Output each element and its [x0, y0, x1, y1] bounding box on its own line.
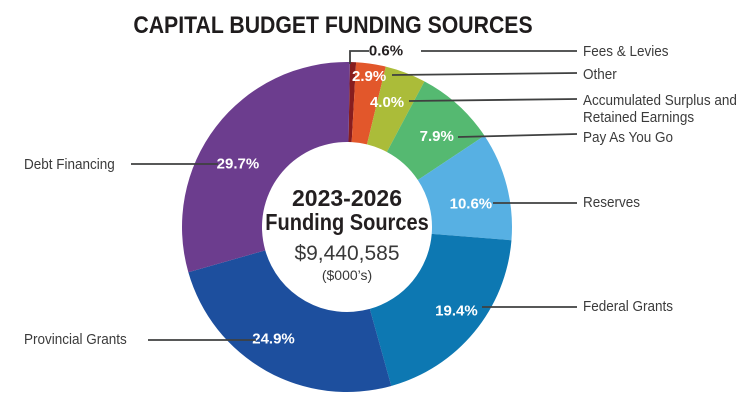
percent-label-debt-financing: 29.7% [217, 155, 260, 172]
callout-label-pay-as-you-go: Pay As You Go [583, 129, 674, 146]
callout-label-provincial-grants: Provincial Grants [24, 331, 127, 348]
donut-segment-fees-levies [348, 62, 357, 143]
donut-segment-other [351, 62, 386, 145]
percent-label-fees-levies: 0.6% [369, 43, 403, 60]
chart-title-text: CAPITAL BUDGET FUNDING SOURCES [133, 12, 533, 39]
percent-label-accumulated-surplus: 4.0% [370, 94, 404, 111]
center-units: ($000’s) [321, 267, 373, 283]
center-subtitle: Funding Sources [265, 209, 429, 235]
percent-label-provincial-grants: 24.9% [252, 331, 295, 348]
donut-segment-federal-grants [369, 233, 512, 386]
center-period: 2023-2026 [292, 185, 402, 211]
donut-segment-provincial-grants [188, 250, 392, 392]
donut-segment-debt-financing [182, 61, 350, 273]
leader-line-fees-levies [349, 50, 369, 64]
donut-segment-pay-as-you-go [386, 81, 485, 181]
callout-label-federal-grants: Federal Grants [583, 298, 674, 315]
percent-label-federal-grants: 19.4% [435, 303, 478, 320]
center-amount: $9,440,585 [294, 242, 400, 265]
leader-line-pay-as-you-go [457, 133, 578, 138]
donut-center-text: 2023-2026 Funding Sources $9,440,585 ($0… [227, 186, 467, 283]
chart-title: CAPITAL BUDGET FUNDING SOURCES [107, 4, 558, 41]
percent-label-reserves: 10.6% [450, 196, 493, 213]
callout-label-fees-levies: Fees & Levies [583, 43, 669, 60]
callout-label-debt-financing: Debt Financing [24, 156, 115, 173]
donut-segment-reserves [417, 135, 512, 241]
percent-label-other: 2.9% [352, 68, 386, 85]
leader-line-accumulated-surplus [408, 98, 578, 102]
donut-segment-accumulated-surplus [366, 66, 425, 152]
leader-line-other [391, 72, 578, 76]
callout-label-reserves: Reserves [583, 194, 641, 211]
callout-label-other: Other [583, 66, 617, 83]
percent-label-pay-as-you-go: 7.9% [420, 128, 454, 145]
callout-label-accumulated-surplus: Accumulated Surplus and Retained Earning… [583, 92, 737, 126]
